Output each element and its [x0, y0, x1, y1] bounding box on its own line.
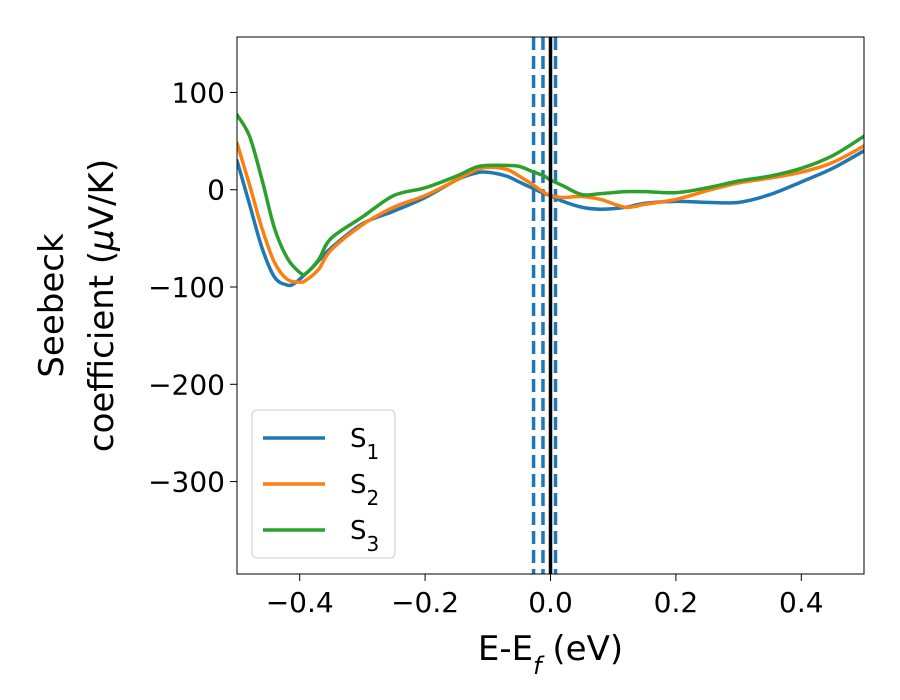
- y-tick-label: 100: [172, 76, 225, 109]
- y-tick-label: −100: [148, 271, 225, 304]
- x-tick-label: −0.2: [391, 586, 459, 619]
- y-tick-label: −200: [148, 368, 225, 401]
- series-line-s1: [237, 149, 864, 288]
- x-ticks: −0.4 −0.2 0.0 0.2 0.4: [266, 574, 824, 619]
- x-axis-label-main: E-E: [478, 629, 533, 669]
- legend-label-s1: S1: [350, 424, 379, 464]
- vertical-lines: [531, 37, 558, 574]
- y-axis-label-line1: Seebeck: [32, 233, 72, 378]
- x-tick-label: 0.2: [654, 586, 699, 619]
- x-axis-label: E-Ef (eV): [478, 629, 623, 680]
- x-tick-label: 0.0: [528, 586, 573, 619]
- legend: S1 S2 S3: [251, 409, 396, 559]
- y-ticks: 100 0 −100 −200 −300: [148, 76, 237, 499]
- series-lines: [237, 113, 864, 288]
- x-axis-label-unit: (eV): [542, 629, 624, 669]
- series-line-s2: [237, 141, 864, 284]
- series-line-s3: [237, 113, 864, 277]
- x-tick-label: 0.4: [779, 586, 824, 619]
- y-axis-label-suffix: V/K): [82, 159, 122, 229]
- y-axis-label-mu: μ: [82, 229, 122, 252]
- y-tick-label: 0: [207, 174, 225, 207]
- legend-label-s3: S3: [350, 516, 379, 556]
- x-tick-label: −0.4: [266, 586, 334, 619]
- y-tick-label: −300: [148, 466, 225, 499]
- y-axis-label: Seebeck coefficient (μV/K): [32, 159, 122, 452]
- y-axis-label-line2: coefficient (μV/K): [82, 159, 122, 452]
- legend-label-s2: S2: [350, 470, 379, 510]
- y-axis-label-prefix: coefficient (: [82, 251, 122, 452]
